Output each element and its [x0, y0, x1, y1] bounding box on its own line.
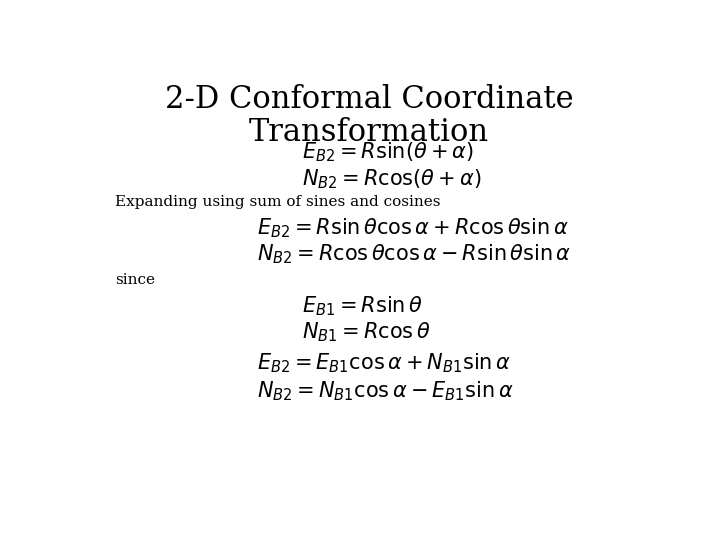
Text: $E_{B2} = R\sin(\theta+\alpha)$: $E_{B2} = R\sin(\theta+\alpha)$: [302, 140, 474, 164]
Text: Transformation: Transformation: [249, 117, 489, 148]
Text: Expanding using sum of sines and cosines: Expanding using sum of sines and cosines: [115, 195, 441, 209]
Text: $N_{B2} = R\cos\theta\cos\alpha-R\sin\theta\sin\alpha$: $N_{B2} = R\cos\theta\cos\alpha-R\sin\th…: [258, 242, 572, 266]
Text: $E_{B1} = R\sin\theta$: $E_{B1} = R\sin\theta$: [302, 294, 423, 318]
Text: $E_{B2} = R\sin\theta\cos\alpha+R\cos\theta\sin\alpha$: $E_{B2} = R\sin\theta\cos\alpha+R\cos\th…: [258, 216, 570, 240]
Text: $N_{B2} = R\cos(\theta+\alpha)$: $N_{B2} = R\cos(\theta+\alpha)$: [302, 167, 482, 191]
Text: $N_{B1} = R\cos\theta$: $N_{B1} = R\cos\theta$: [302, 320, 431, 343]
Text: since: since: [115, 273, 155, 287]
Text: 2-D Conformal Coordinate: 2-D Conformal Coordinate: [165, 84, 573, 114]
Text: $E_{B2} = E_{B1}\cos\alpha+N_{B1}\sin\alpha$: $E_{B2} = E_{B1}\cos\alpha+N_{B1}\sin\al…: [258, 352, 511, 375]
Text: $N_{B2} = N_{B1}\cos\alpha-E_{B1}\sin\alpha$: $N_{B2} = N_{B1}\cos\alpha-E_{B1}\sin\al…: [258, 380, 514, 403]
